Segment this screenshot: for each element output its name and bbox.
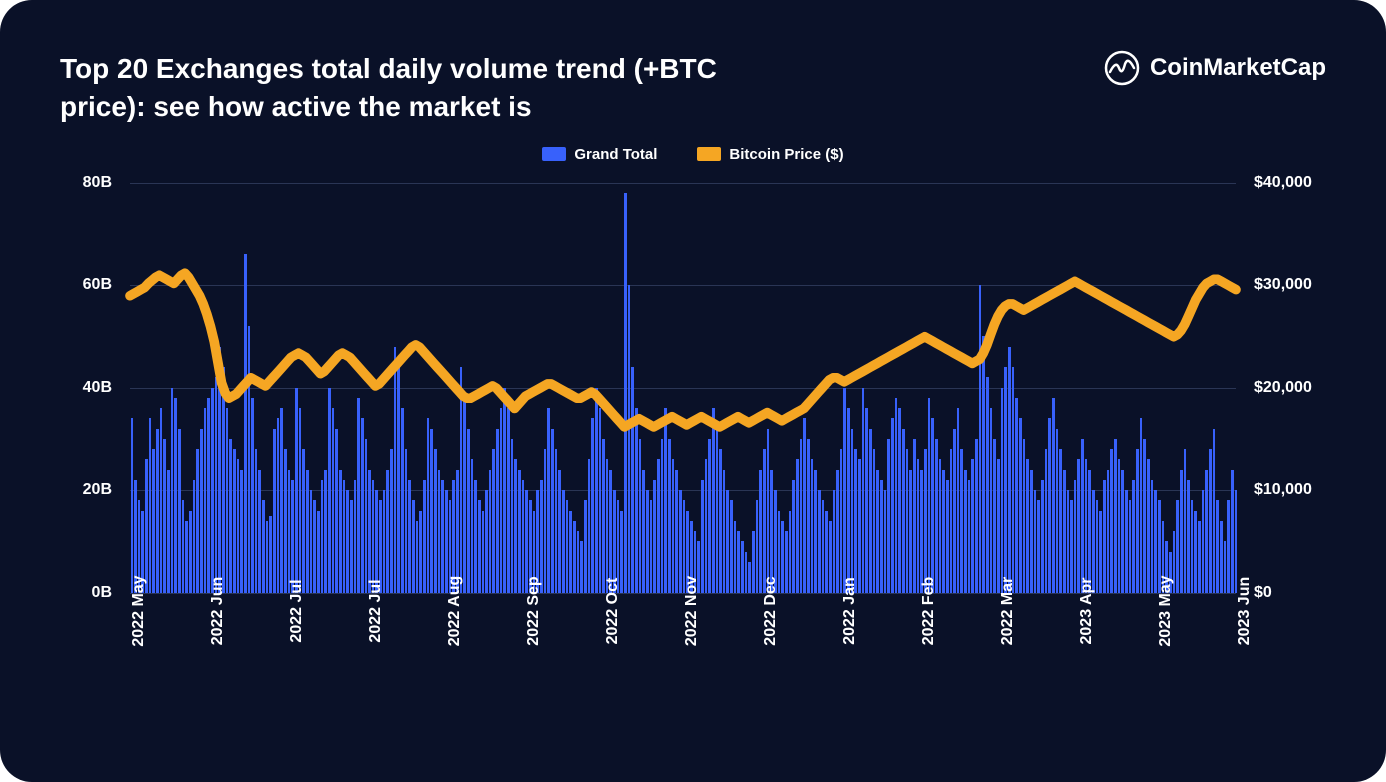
x-tick: 2022 Jul: [367, 579, 385, 642]
y-right-tick: $10,000: [1254, 481, 1312, 499]
x-tick: 2023 Jun: [1236, 576, 1254, 644]
x-tick: 2023 Apr: [1078, 577, 1096, 644]
y-axis-right: $0$10,000$20,000$30,000$40,000: [1246, 183, 1326, 593]
x-tick: 2022 Jan: [841, 577, 859, 645]
x-tick: 2022 Nov: [683, 575, 701, 645]
y-right-tick: $30,000: [1254, 276, 1312, 294]
x-tick: 2022 Jun: [209, 576, 227, 644]
chart-card: Top 20 Exchanges total daily volume tren…: [0, 0, 1386, 782]
chart-area: 0B 20B 40B 60B 80B $0 $10,000 $20,000 $30,000 $4…: [60, 173, 1326, 703]
brand-label: CoinMarketCap: [1150, 54, 1326, 82]
y-left-tick: 80B: [83, 174, 112, 192]
line-overlay: [130, 183, 1236, 593]
x-axis: 2022 May2022 Jun2022 Jul2022 Jul2022 Aug…: [130, 603, 1236, 703]
x-tick: 2023 May: [1157, 575, 1175, 646]
plot-area: [130, 183, 1236, 593]
x-tick: 2022 Oct: [604, 577, 622, 644]
chart-header: Top 20 Exchanges total daily volume tren…: [60, 50, 1326, 126]
y-axis-left: 0B20B40B60B80B: [60, 183, 120, 593]
y-left-tick: 40B: [83, 379, 112, 397]
y-left-tick: 60B: [83, 276, 112, 294]
x-tick: 2022 Sep: [525, 576, 543, 645]
y-left-tick: 0B: [92, 584, 112, 602]
x-tick: 2022 May: [130, 575, 148, 646]
x-tick: 2022 Aug: [446, 575, 464, 646]
chart-title: Top 20 Exchanges total daily volume tren…: [60, 50, 780, 126]
x-tick: 2022 Dec: [762, 576, 780, 645]
chart-legend: Grand Total Bitcoin Price ($): [60, 146, 1326, 163]
y-right-tick: $0: [1254, 584, 1272, 602]
coinmarketcap-icon: [1104, 50, 1140, 86]
btc-price-line: [130, 273, 1236, 427]
x-tick: 2022 Jul: [288, 579, 306, 642]
x-tick: 2022 Feb: [920, 576, 938, 644]
legend-label-line: Bitcoin Price ($): [729, 146, 843, 163]
legend-item-bars: Grand Total: [542, 146, 657, 163]
legend-label-bars: Grand Total: [574, 146, 657, 163]
legend-swatch-line: [697, 147, 721, 161]
brand: CoinMarketCap: [1104, 50, 1326, 86]
x-tick: 2022 Mar: [999, 576, 1017, 645]
y-right-tick: $40,000: [1254, 174, 1312, 192]
legend-swatch-bars: [542, 147, 566, 161]
y-left-tick: 20B: [83, 481, 112, 499]
y-right-tick: $20,000: [1254, 379, 1312, 397]
legend-item-line: Bitcoin Price ($): [697, 146, 843, 163]
